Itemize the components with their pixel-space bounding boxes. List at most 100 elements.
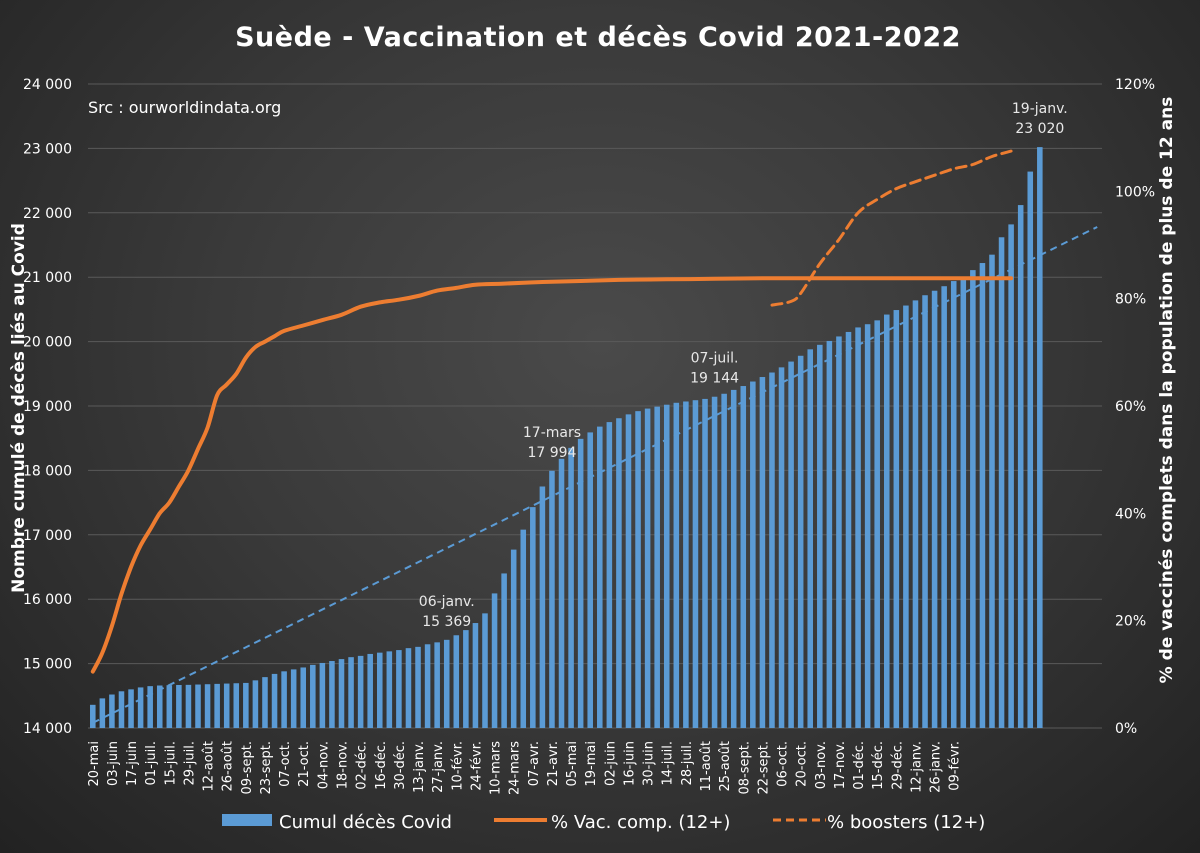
x-tick-label: 17-juin — [125, 741, 140, 786]
bar — [950, 281, 957, 728]
x-tick-label: 13-janv. — [412, 741, 427, 793]
bar — [874, 320, 880, 728]
bar — [290, 669, 297, 728]
bar — [960, 276, 967, 728]
bar — [463, 630, 469, 728]
bar — [195, 684, 201, 728]
x-tick-label: 19-mai — [584, 741, 599, 786]
bar — [367, 653, 373, 728]
bar — [482, 613, 488, 728]
bar — [405, 648, 412, 728]
bar — [214, 683, 220, 728]
bar — [243, 682, 249, 728]
gridlines — [88, 83, 1102, 729]
x-tick-label: 27-janv. — [431, 741, 446, 793]
source-note: Src : ourworldindata.org — [88, 98, 281, 117]
x-tick-label: 07-avr. — [527, 741, 542, 786]
bar — [826, 340, 833, 728]
bar — [281, 671, 287, 728]
bar — [778, 367, 785, 728]
bar — [252, 680, 259, 728]
bar — [415, 646, 421, 728]
bar — [99, 698, 106, 728]
annotation-value: 15 369 — [422, 614, 471, 630]
legend-swatch-deaths — [222, 814, 272, 826]
bar — [989, 254, 995, 728]
bar — [692, 400, 699, 728]
bar — [941, 286, 947, 728]
x-tick-label: 20-mai — [87, 741, 102, 786]
bar — [931, 290, 938, 728]
legend-label-vaccination: % Vac. comp. (12+) — [551, 812, 730, 833]
y-left-tick-label: 22 000 — [23, 206, 72, 222]
bar — [683, 401, 689, 728]
x-tick-label: 09-févr. — [948, 741, 963, 791]
bar — [109, 694, 115, 728]
bar-series — [90, 147, 1043, 729]
x-tick-label: 23-sept. — [259, 741, 274, 795]
y-left-tick-label: 18 000 — [23, 463, 72, 479]
bar — [577, 438, 584, 728]
bar — [625, 414, 632, 728]
x-tick-label: 01-juil. — [144, 741, 159, 785]
x-tick-label: 17-nov. — [833, 741, 848, 789]
bar — [845, 331, 852, 728]
annotations: 06-janv. 15 369 17-mars 17 994 07-juil. 19 14… — [419, 101, 1068, 630]
bar — [750, 381, 756, 728]
bar — [271, 673, 278, 728]
x-tick-label: 02-juin — [603, 741, 618, 786]
annotation-value: 17 994 — [527, 445, 576, 461]
bar — [376, 652, 383, 728]
bar — [329, 661, 335, 728]
x-tick-label: 07-oct. — [278, 741, 293, 787]
annotation-value: 19 144 — [690, 371, 739, 387]
bar — [903, 305, 909, 728]
bar — [663, 404, 670, 728]
x-tick-label: 28-juil. — [680, 741, 695, 785]
legend: Cumul décès Covid % Vac. comp. (12+) % b… — [222, 812, 985, 833]
bar — [587, 432, 593, 728]
y-left-tick-label: 21 000 — [23, 270, 72, 286]
bar — [396, 650, 402, 728]
bar — [520, 529, 527, 728]
bar — [300, 667, 307, 728]
y-left-tick-label: 20 000 — [23, 335, 72, 351]
bar — [204, 684, 211, 728]
bar — [922, 295, 928, 728]
bar — [616, 418, 622, 728]
bar — [166, 685, 173, 728]
x-tick-label: 26-janv. — [929, 741, 944, 793]
bar — [539, 486, 546, 728]
bar — [673, 402, 680, 728]
bar — [137, 687, 144, 728]
x-tick-label: 16-juin — [622, 741, 637, 786]
x-tick-label: 18-nov. — [336, 741, 351, 789]
y-axis-right-ticks: 0% 20% 40% 60% 80% 100% 120% — [1115, 77, 1155, 737]
bar — [453, 635, 460, 728]
x-tick-label: 25-août — [718, 741, 733, 792]
x-tick-label: 12-août — [202, 741, 217, 792]
y-left-tick-label: 17 000 — [23, 528, 72, 544]
bar — [549, 470, 555, 728]
x-tick-label: 21-avr. — [546, 741, 561, 786]
bar — [434, 642, 440, 728]
y-right-tick-label: 80% — [1115, 292, 1146, 308]
x-tick-label: 26-août — [221, 741, 236, 792]
y-right-tick-label: 120% — [1115, 77, 1155, 93]
bar — [357, 655, 364, 728]
x-tick-label: 05-mai — [565, 741, 580, 786]
bar — [759, 377, 766, 728]
y-left-tick-label: 19 000 — [23, 399, 72, 415]
y-left-tick-label: 23 000 — [23, 141, 72, 157]
boosters-line — [770, 149, 1013, 307]
bar — [702, 398, 708, 728]
bar — [185, 684, 192, 728]
x-tick-label: 30-juin — [642, 741, 657, 786]
bar — [1037, 147, 1043, 728]
bar — [501, 573, 507, 728]
bar — [558, 458, 565, 728]
x-tick-label: 24-mars — [508, 741, 523, 795]
bar — [970, 270, 976, 728]
bar — [998, 237, 1005, 728]
y-right-tick-label: 100% — [1115, 184, 1155, 200]
